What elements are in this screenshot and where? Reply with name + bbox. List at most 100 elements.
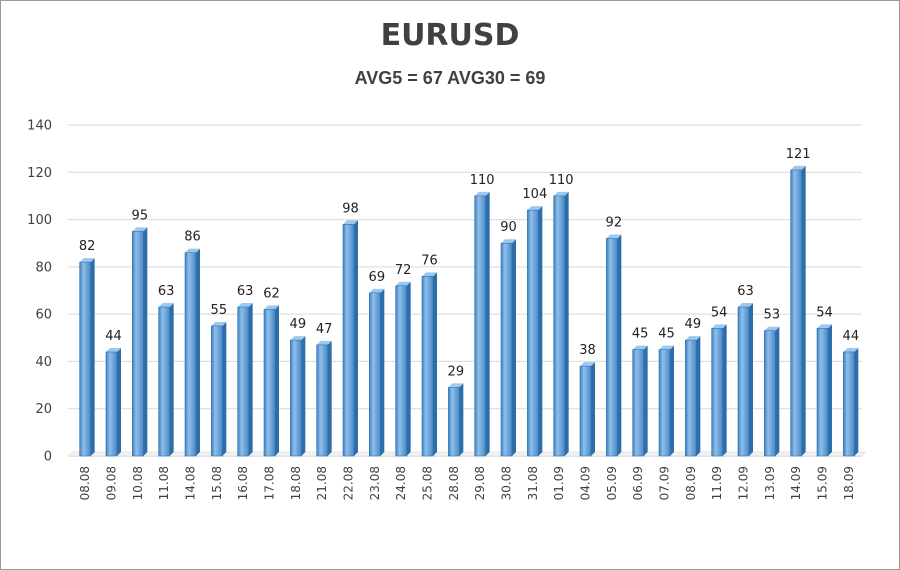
bar-side bbox=[143, 227, 148, 456]
bar-top bbox=[790, 165, 806, 170]
bar-side bbox=[643, 345, 648, 456]
y-tick-label: 40 bbox=[35, 355, 52, 370]
bar bbox=[421, 276, 434, 457]
bar-side bbox=[169, 303, 174, 456]
data-label: 92 bbox=[606, 215, 623, 230]
bar-top bbox=[843, 347, 859, 352]
data-label: 55 bbox=[211, 303, 228, 318]
data-label: 69 bbox=[369, 270, 386, 285]
bar bbox=[132, 231, 144, 457]
bar bbox=[290, 339, 302, 457]
data-label: 90 bbox=[500, 220, 517, 235]
bar-top bbox=[553, 191, 569, 196]
bar-top bbox=[158, 303, 174, 308]
bar bbox=[211, 325, 223, 457]
x-tick-label: 10.08 bbox=[131, 466, 145, 500]
data-label: 49 bbox=[290, 317, 307, 332]
bar-top bbox=[685, 336, 701, 341]
x-tick-label: 07.09 bbox=[658, 466, 672, 500]
x-axis: 08.08 09.08 10.08 11.08 14.08 15.08 16.08 17.08… bbox=[78, 466, 856, 500]
bar bbox=[658, 349, 671, 457]
bar-top bbox=[606, 234, 622, 239]
bar-side bbox=[275, 305, 279, 456]
bar-side bbox=[670, 345, 674, 456]
bar bbox=[158, 306, 170, 457]
x-tick-label: 22.08 bbox=[342, 466, 356, 500]
data-label: 110 bbox=[549, 173, 574, 188]
data-label: 110 bbox=[470, 173, 495, 188]
x-tick-label: 11.09 bbox=[710, 466, 724, 500]
bar bbox=[184, 252, 197, 457]
x-tick-label: 16.08 bbox=[236, 466, 250, 500]
chart-subtitle: AVG5 = 67 AVG30 = 69 bbox=[354, 68, 546, 88]
bar-side bbox=[222, 321, 227, 456]
bar-side bbox=[196, 248, 200, 456]
bars bbox=[79, 165, 859, 457]
y-tick-label: 100 bbox=[27, 213, 52, 228]
bar-top bbox=[343, 220, 358, 225]
bar-side bbox=[564, 191, 569, 456]
bar bbox=[316, 344, 328, 457]
x-tick-label: 04.09 bbox=[579, 466, 593, 500]
bar-side bbox=[459, 383, 464, 456]
x-tick-label: 11.08 bbox=[157, 466, 171, 500]
x-tick-label: 30.08 bbox=[500, 466, 514, 500]
bar bbox=[263, 309, 276, 457]
x-tick-label: 12.09 bbox=[737, 466, 751, 500]
bar-side bbox=[591, 362, 595, 456]
bar bbox=[816, 328, 829, 457]
bar-top bbox=[264, 305, 279, 310]
data-label: 76 bbox=[421, 253, 438, 268]
bar bbox=[448, 387, 460, 457]
bar bbox=[685, 339, 697, 457]
data-label: 38 bbox=[579, 343, 596, 358]
bar bbox=[527, 209, 539, 457]
x-tick-label: 21.08 bbox=[315, 466, 329, 500]
data-label: 47 bbox=[316, 322, 333, 337]
bar-top bbox=[422, 272, 437, 277]
bar-side bbox=[828, 324, 832, 456]
bar-top bbox=[501, 239, 516, 244]
bar-top bbox=[106, 347, 121, 352]
data-label: 95 bbox=[132, 208, 149, 223]
x-tick-label: 24.08 bbox=[394, 466, 408, 500]
bar bbox=[553, 195, 565, 457]
bar bbox=[474, 195, 486, 457]
bar bbox=[606, 238, 618, 457]
bar bbox=[369, 292, 381, 457]
x-tick-label: 18.09 bbox=[842, 466, 856, 500]
data-label: 54 bbox=[816, 305, 833, 320]
bar-side bbox=[722, 324, 727, 456]
x-tick-label: 31.08 bbox=[526, 466, 540, 500]
y-tick-label: 20 bbox=[35, 402, 52, 417]
bar-side bbox=[117, 347, 121, 456]
bar-top bbox=[632, 345, 648, 350]
y-axis: 0 20 40 60 80 100 120 140 bbox=[27, 119, 52, 465]
data-label: 29 bbox=[448, 364, 465, 379]
data-label: 54 bbox=[711, 305, 728, 320]
bar-top bbox=[132, 227, 148, 232]
x-tick-label: 09.08 bbox=[105, 466, 119, 500]
bar-side bbox=[406, 281, 411, 456]
bar bbox=[105, 351, 118, 457]
data-label: 72 bbox=[395, 263, 412, 278]
data-label: 86 bbox=[184, 230, 201, 245]
bar-top bbox=[764, 326, 780, 331]
x-tick-label: 08.09 bbox=[684, 466, 698, 500]
data-label: 44 bbox=[843, 329, 860, 344]
data-label: 49 bbox=[685, 317, 702, 332]
bar-side bbox=[538, 206, 543, 456]
bar-side bbox=[380, 288, 385, 456]
bar-top bbox=[659, 345, 674, 350]
data-label: 104 bbox=[522, 187, 547, 202]
bar-top bbox=[711, 324, 727, 329]
bar bbox=[764, 330, 776, 457]
bar bbox=[342, 224, 355, 457]
x-tick-label: 25.08 bbox=[421, 466, 435, 500]
x-tick-label: 01.09 bbox=[552, 466, 566, 500]
y-tick-label: 80 bbox=[35, 260, 52, 275]
x-tick-label: 17.08 bbox=[263, 466, 277, 500]
x-tick-label: 14.09 bbox=[789, 466, 803, 500]
bar-side bbox=[801, 165, 806, 456]
